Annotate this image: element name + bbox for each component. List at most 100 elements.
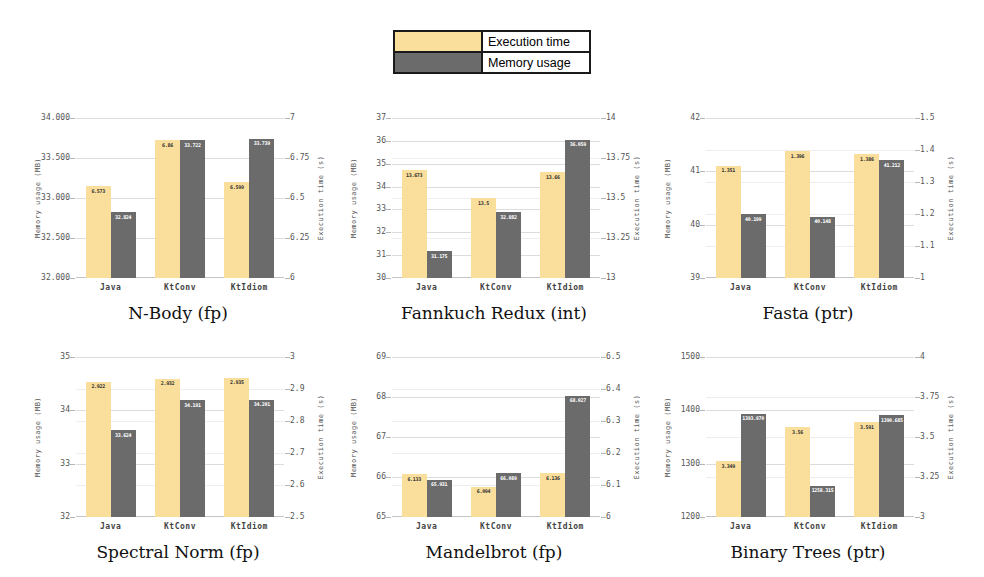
bar-exec-java: 2.922 <box>86 382 111 517</box>
right-tickmark <box>915 118 920 119</box>
right-axis-tick: 2.5 <box>290 513 330 521</box>
left-axis-tick: 65 <box>344 513 386 521</box>
left-tickmark <box>700 278 705 279</box>
chart-mandelbrot-fp: Memory usage (MB)Execution time (s)6.133… <box>344 345 644 577</box>
chart-spectral-norm-fp: Memory usage (MB)Execution time (s)2.922… <box>28 345 328 577</box>
left-tickmark <box>70 278 75 279</box>
right-axis-label: Execution time (s) <box>947 156 955 241</box>
bar-label: 33.722 <box>174 142 211 148</box>
gridline <box>392 389 600 390</box>
left-tickmark <box>386 477 391 478</box>
bar-exec-ktidiom: 3.591 <box>854 422 879 517</box>
gridline <box>706 397 914 398</box>
chart-fannkuch-redux-int: Memory usage (MB)Execution time (s)13.67… <box>344 106 644 341</box>
right-axis-tick: 4 <box>920 353 960 361</box>
right-axis-tick: 2.8 <box>290 417 330 425</box>
right-tickmark <box>915 477 920 478</box>
bar-mem-ktidiom: 41.212 <box>879 160 904 278</box>
bar-exec-ktconv: 1.396 <box>785 151 810 278</box>
left-tickmark <box>700 357 705 358</box>
left-axis-tick: 32.000 <box>28 274 70 282</box>
legend-row-memory-usage: Memory usage <box>395 51 589 72</box>
left-axis-tick: 32 <box>28 513 70 521</box>
category-label-ktidiom: KtIdiom <box>839 522 919 531</box>
bar-exec-ktconv: 3.56 <box>785 427 810 517</box>
right-tickmark <box>601 278 606 279</box>
right-axis-tick: 2.9 <box>290 385 330 393</box>
right-tickmark <box>601 198 606 199</box>
right-axis-tick: 3.25 <box>920 473 960 481</box>
left-tickmark <box>386 278 391 279</box>
right-axis-tick: 1.3 <box>920 178 960 186</box>
left-tickmark <box>700 225 705 226</box>
left-axis-tick: 34 <box>344 183 386 191</box>
legend-row-execution-time: Execution time <box>395 32 589 51</box>
bar-label: 13.5 <box>465 200 502 206</box>
right-tickmark <box>601 118 606 119</box>
right-axis-tick: 6.2 <box>606 449 646 457</box>
bar-exec-java: 13.673 <box>402 170 427 278</box>
left-axis-tick: 33.000 <box>28 194 70 202</box>
right-axis-tick: 14 <box>606 114 646 122</box>
right-tickmark <box>601 238 606 239</box>
right-axis-tick: 6.75 <box>290 154 330 162</box>
right-tickmark <box>285 357 290 358</box>
chart-fasta-ptr: Memory usage (MB)Execution time (s)1.351… <box>658 106 958 341</box>
bar-mem-java: 33.624 <box>111 430 136 517</box>
left-axis-tick: 31 <box>344 251 386 259</box>
category-label-java: Java <box>701 522 781 531</box>
right-tickmark <box>601 517 606 518</box>
left-axis-tick: 39 <box>658 274 700 282</box>
right-tickmark <box>601 389 606 390</box>
bar-mem-java: 32.824 <box>111 212 136 278</box>
right-tickmark <box>601 453 606 454</box>
category-label-ktidiom: KtIdiom <box>525 522 605 531</box>
bar-exec-java: 6.573 <box>86 186 111 278</box>
right-axis-tick: 3 <box>290 353 330 361</box>
right-axis-tick: 3 <box>920 513 960 521</box>
bar-label: 3.56 <box>779 429 816 435</box>
right-axis-tick: 6 <box>606 513 646 521</box>
category-label-java: Java <box>71 283 151 292</box>
left-tickmark <box>386 517 391 518</box>
bar-label: 1390.685 <box>873 417 910 423</box>
bar-label: 65.931 <box>421 481 458 487</box>
bar-label: 36.059 <box>559 141 596 147</box>
right-axis-tick: 2.7 <box>290 449 330 457</box>
left-tickmark <box>700 517 705 518</box>
left-tickmark <box>386 118 391 119</box>
left-axis-tick: 41 <box>658 167 700 175</box>
left-axis-tick: 34.000 <box>28 114 70 122</box>
bar-label: 13.673 <box>396 172 433 178</box>
category-label-ktconv: KtConv <box>140 522 220 531</box>
left-axis-tick: 67 <box>344 433 386 441</box>
bar-label: 1258.315 <box>804 487 841 493</box>
right-tickmark <box>915 357 920 358</box>
plot-area: 1.35140.1991.39640.1481.38641.212 <box>706 118 914 278</box>
right-tickmark <box>915 437 920 438</box>
bar-label: 34.201 <box>243 401 280 407</box>
right-tickmark <box>285 238 290 239</box>
right-axis-tick: 13.25 <box>606 234 646 242</box>
bar-label: 1393.970 <box>735 415 772 421</box>
left-tickmark <box>700 171 705 172</box>
bar-label: 68.027 <box>559 397 596 403</box>
right-tickmark <box>285 158 290 159</box>
left-tickmark <box>700 410 705 411</box>
bar-mem-java: 31.175 <box>427 251 452 278</box>
execution-time-swatch <box>395 32 481 51</box>
bar-label: 41.212 <box>873 162 910 168</box>
bar-mem-ktconv: 66.089 <box>496 473 521 517</box>
right-tickmark <box>285 118 290 119</box>
gridline <box>392 357 600 358</box>
left-tickmark <box>386 141 391 142</box>
left-axis-tick: 32.500 <box>28 234 70 242</box>
bar-label: 1.351 <box>710 167 747 173</box>
right-axis-label: Execution time (s) <box>633 395 641 480</box>
bar-exec-ktidiom: 6.599 <box>224 182 249 278</box>
bar-label: 31.175 <box>421 253 458 259</box>
right-tickmark <box>915 397 920 398</box>
left-tickmark <box>70 198 75 199</box>
right-tickmark <box>915 278 920 279</box>
left-tickmark <box>386 255 391 256</box>
